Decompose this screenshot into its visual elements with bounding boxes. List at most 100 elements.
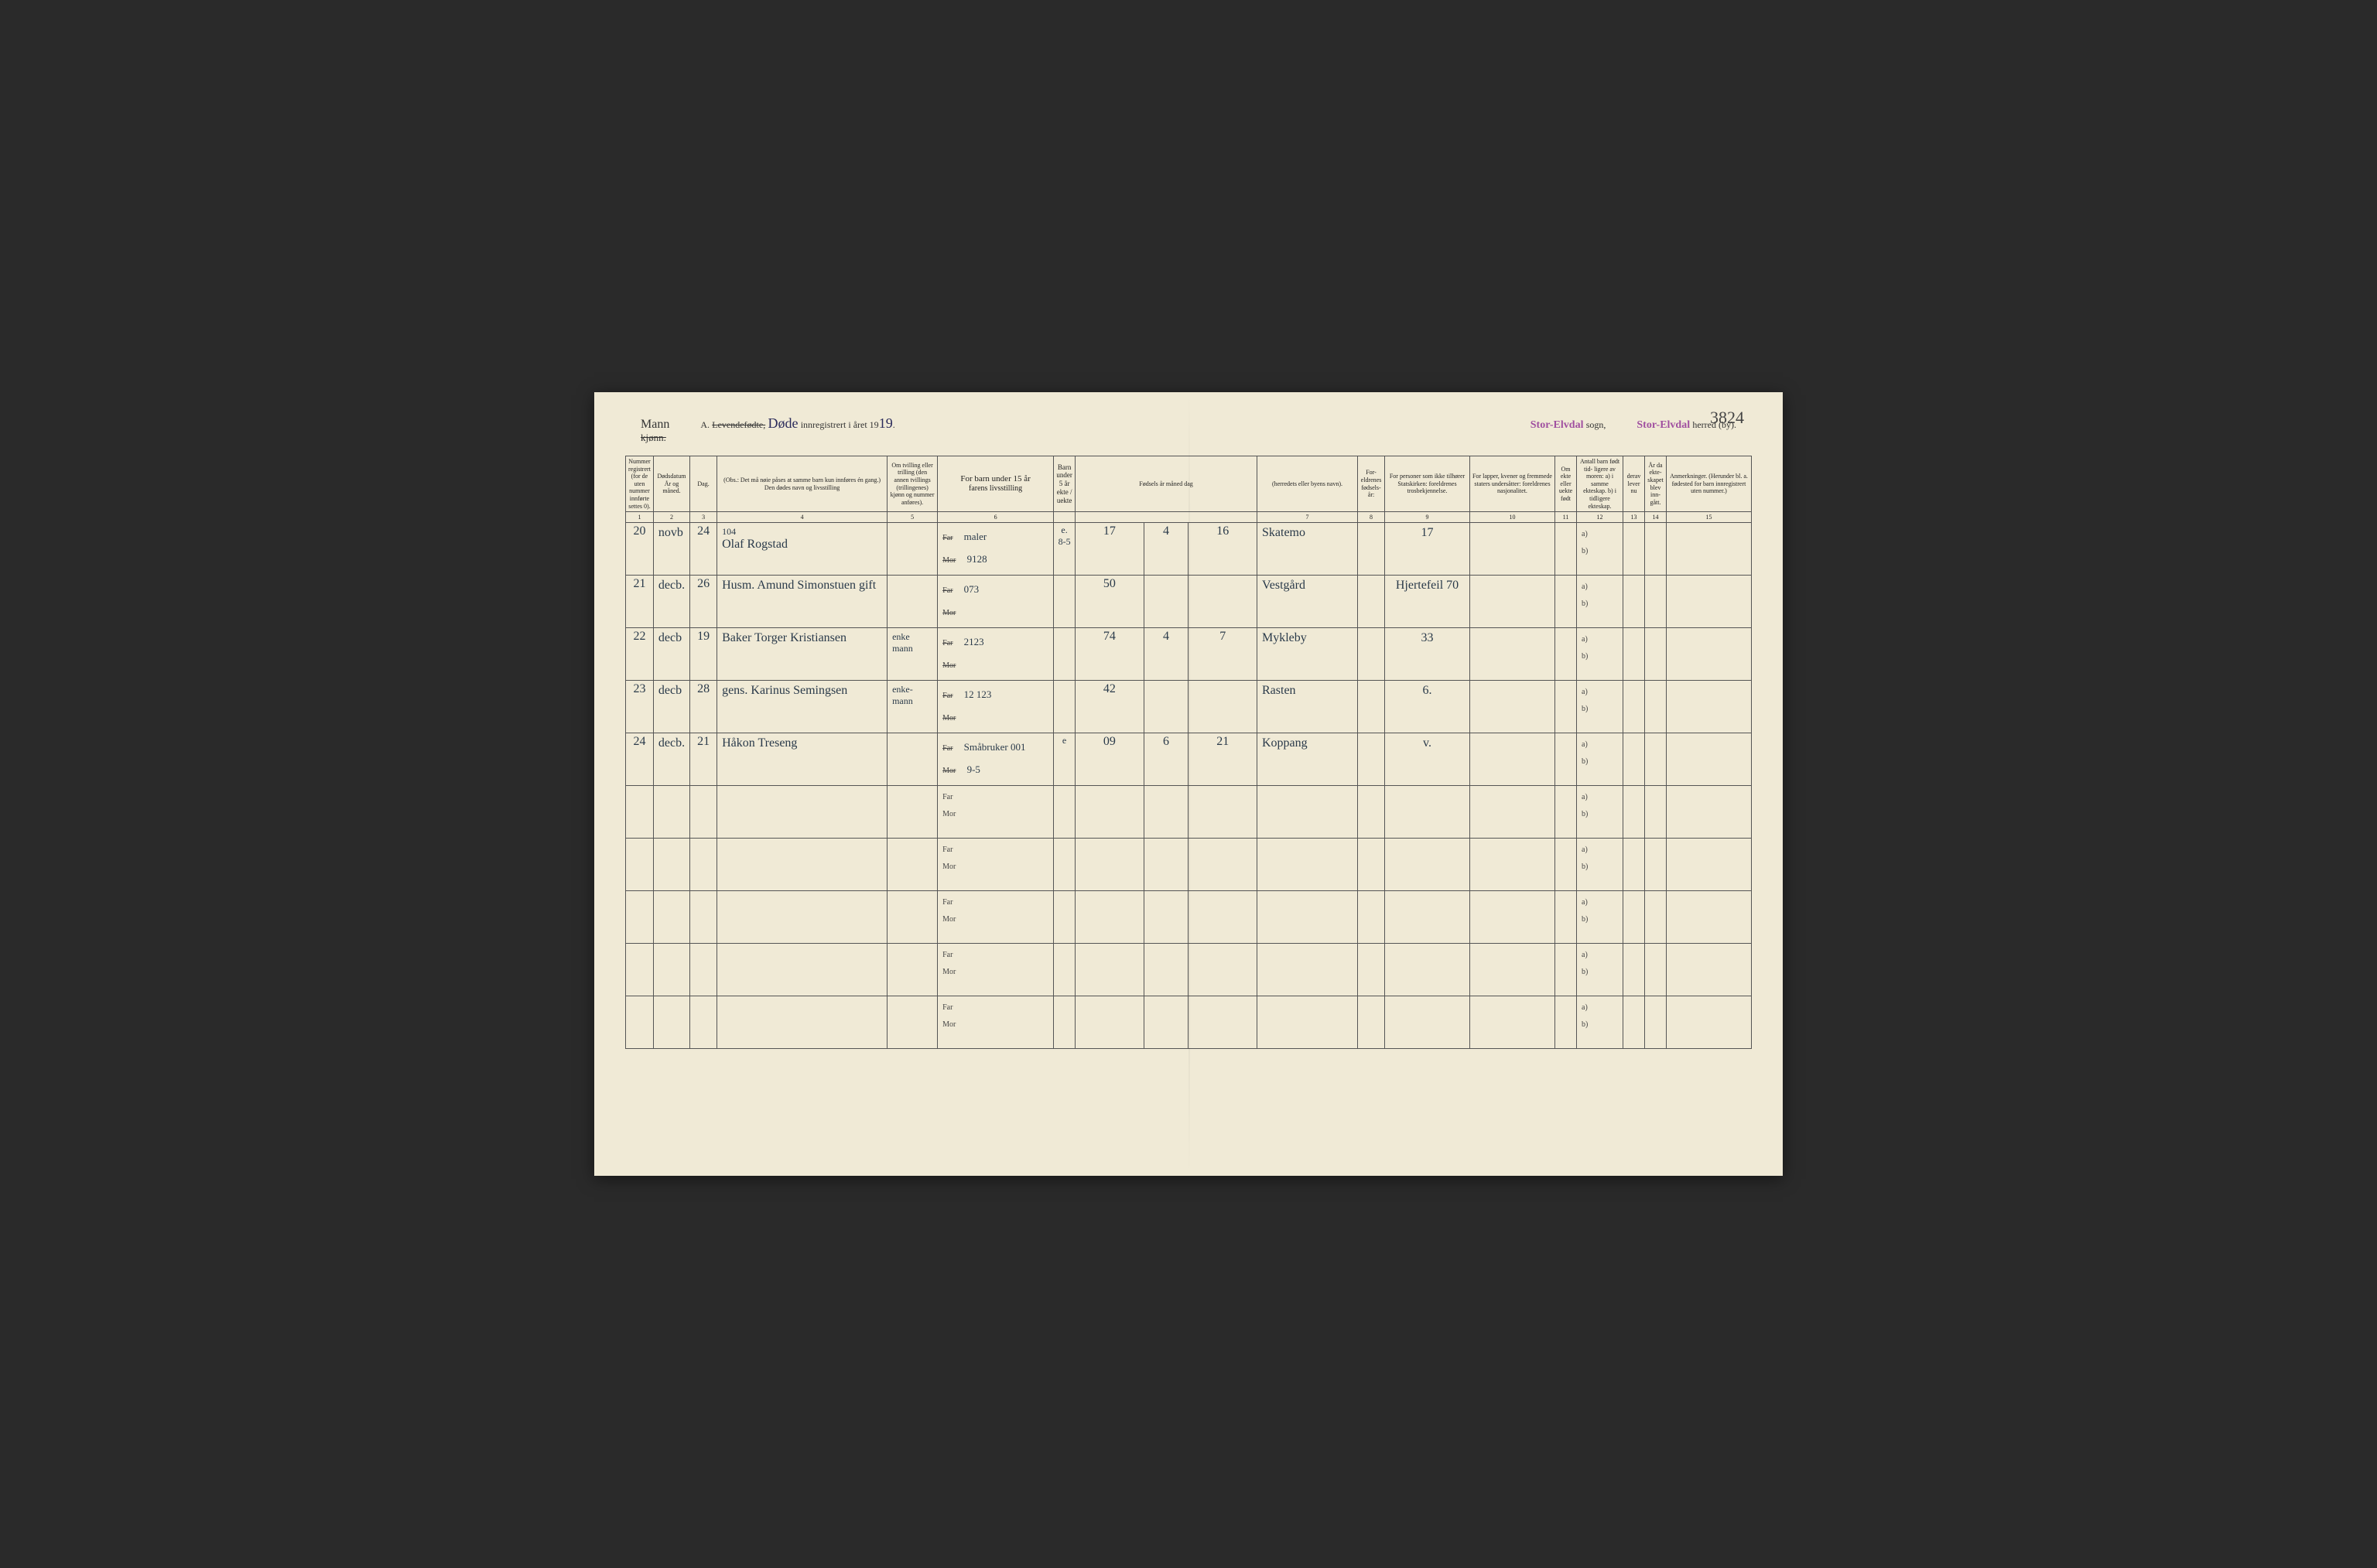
cell-parent: Far Småbruker 001Mor 9-5	[938, 733, 1054, 786]
cell-num: 23	[626, 681, 654, 733]
cell-nat	[1470, 628, 1555, 681]
table-row: 23decb28gens. Karinus Semingsenenke- man…	[626, 681, 1752, 733]
cell	[1188, 996, 1257, 1049]
cell-ab: a)b)	[1577, 681, 1623, 733]
cell-parent: FarMor	[938, 839, 1054, 891]
cell	[1623, 891, 1645, 944]
cell	[1257, 839, 1358, 891]
cell-place: Vestgård	[1257, 576, 1358, 628]
colnum: 5	[888, 512, 938, 523]
title-handwritten: Døde	[768, 415, 798, 431]
table-row-empty: FarMora)b)	[626, 891, 1752, 944]
table-row: 24decb.21Håkon TresengFar Småbruker 001M…	[626, 733, 1752, 786]
cell	[1385, 839, 1470, 891]
cell	[888, 996, 938, 1049]
cell-dayb	[1188, 681, 1257, 733]
cell-foreldre	[1358, 681, 1385, 733]
cell	[1188, 786, 1257, 839]
colnum: 8	[1358, 512, 1385, 523]
cell-ab: a)b)	[1577, 944, 1623, 996]
cell-aar	[1645, 681, 1667, 733]
cell	[1555, 839, 1577, 891]
cell-num: 20	[626, 523, 654, 576]
cell-nat	[1470, 523, 1555, 576]
cell-note	[1667, 681, 1752, 733]
cell	[1667, 996, 1752, 1049]
cell-place: Mykleby	[1257, 628, 1358, 681]
cell-name: Baker Torger Kristiansen	[717, 628, 888, 681]
cell	[888, 891, 938, 944]
cell-mon: 4	[1144, 523, 1188, 576]
cell-ekte: e. 8-5	[1054, 523, 1076, 576]
cell-place: Koppang	[1257, 733, 1358, 786]
cell	[717, 944, 888, 996]
cell	[1358, 996, 1385, 1049]
year-hw: 19	[879, 415, 893, 431]
cell	[1054, 786, 1076, 839]
cell-month: decb	[653, 681, 689, 733]
cell-ab: a)b)	[1577, 733, 1623, 786]
gender-handwritten: Mann	[641, 418, 669, 432]
col-header: Nummer registrert (for de uten nummer in…	[626, 456, 654, 512]
cell	[1076, 944, 1144, 996]
cell-num: 24	[626, 733, 654, 786]
cell	[1385, 891, 1470, 944]
cell	[690, 944, 717, 996]
cell-ekte2	[1555, 523, 1577, 576]
cell-twin: enke- mann	[888, 681, 938, 733]
cell	[888, 786, 938, 839]
cell-parent: Far 12 123Mor	[938, 681, 1054, 733]
cell	[1645, 944, 1667, 996]
cell-ekte2	[1555, 733, 1577, 786]
cell	[690, 786, 717, 839]
cell-name: Håkon Treseng	[717, 733, 888, 786]
cell	[1667, 891, 1752, 944]
cell-rel: 6.	[1385, 681, 1470, 733]
cell	[717, 996, 888, 1049]
cell-aar	[1645, 733, 1667, 786]
cell	[1470, 996, 1555, 1049]
col-header: (Obs.: Det må nøie påses at samme barn k…	[717, 456, 888, 512]
col-header: Barn under 5 år ekte / uekte	[1054, 456, 1076, 512]
colnum: 12	[1577, 512, 1623, 523]
cell	[626, 839, 654, 891]
cell	[1076, 839, 1144, 891]
gender-printed: kjønn.	[641, 432, 666, 443]
cell	[1470, 944, 1555, 996]
herred-stamp: Stor-Elvdal	[1637, 419, 1690, 431]
cell	[1555, 786, 1577, 839]
cell-lever	[1623, 681, 1645, 733]
colnum: 7	[1257, 512, 1358, 523]
cell-nat	[1470, 576, 1555, 628]
cell-place: Skatemo	[1257, 523, 1358, 576]
cell-twin	[888, 523, 938, 576]
col-header: Anmerkninger. (Herunder bl. a. fødested …	[1667, 456, 1752, 512]
cell	[1385, 786, 1470, 839]
cell-name: 104Olaf Rogstad	[717, 523, 888, 576]
cell	[1470, 786, 1555, 839]
cell-ekte2	[1555, 576, 1577, 628]
cell	[690, 839, 717, 891]
cell-lever	[1623, 523, 1645, 576]
colnum: 1	[626, 512, 654, 523]
cell-day: 21	[690, 733, 717, 786]
table-body: 20novb24104Olaf RogstadFar malerMor 9128…	[626, 523, 1752, 1049]
cell	[653, 944, 689, 996]
cell-name: gens. Karinus Semingsen	[717, 681, 888, 733]
cell-note	[1667, 523, 1752, 576]
cell	[888, 944, 938, 996]
cell	[626, 944, 654, 996]
cell	[1358, 891, 1385, 944]
cell-parent: FarMor	[938, 891, 1054, 944]
cell-aar	[1645, 628, 1667, 681]
cell-nat	[1470, 733, 1555, 786]
colnum: 11	[1555, 512, 1577, 523]
cell	[653, 891, 689, 944]
cell-ab: a)b)	[1577, 996, 1623, 1049]
cell	[1257, 996, 1358, 1049]
cell	[690, 996, 717, 1049]
col-header: Dødsdatum År og måned.	[653, 456, 689, 512]
cell-ekte	[1054, 628, 1076, 681]
cell-parent: Far malerMor 9128	[938, 523, 1054, 576]
table-row: 22decb19Baker Torger Kristiansenenke man…	[626, 628, 1752, 681]
